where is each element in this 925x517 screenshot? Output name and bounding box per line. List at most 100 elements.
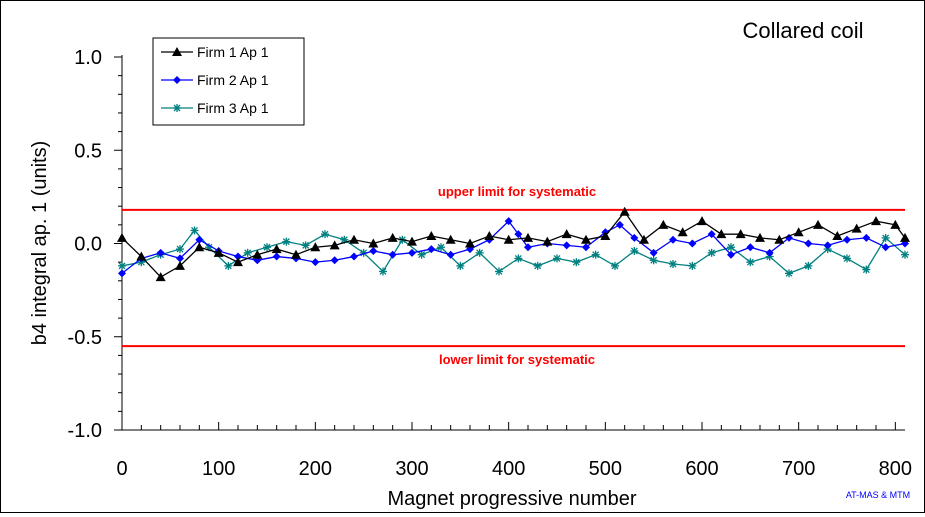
data-point	[437, 243, 445, 252]
series-3	[118, 226, 909, 278]
legend-marker	[172, 47, 182, 56]
data-point	[755, 232, 765, 242]
data-point	[669, 260, 677, 269]
data-point	[707, 230, 716, 239]
x-tick-label: 400	[492, 458, 525, 480]
data-point	[727, 250, 735, 259]
data-point	[456, 261, 465, 270]
data-point	[649, 256, 658, 265]
data-point	[503, 234, 514, 244]
data-point	[379, 267, 387, 276]
x-tick-label: 800	[879, 458, 912, 480]
data-point	[224, 261, 233, 270]
y-axis-label: b4 integral ap. 1 (units)	[29, 141, 51, 346]
data-point	[495, 267, 503, 276]
data-point	[658, 219, 669, 229]
data-point	[843, 235, 851, 244]
legend: Firm 1 Ap 1 Firm 2 Ap 1 Firm 3 Ap 1	[152, 37, 305, 126]
data-point	[350, 252, 358, 261]
data-point	[310, 242, 321, 252]
series-2	[118, 217, 909, 278]
data-point	[213, 247, 224, 257]
data-point	[727, 243, 735, 252]
y-tick-label: 0.0	[74, 234, 102, 256]
data-point	[408, 248, 416, 257]
data-point	[707, 248, 716, 257]
data-point	[514, 230, 523, 239]
data-point	[118, 269, 126, 278]
data-point	[533, 261, 542, 270]
data-point	[282, 237, 291, 246]
data-point	[649, 248, 658, 257]
x-tick-label: 300	[395, 458, 428, 480]
data-point	[176, 245, 184, 254]
data-point	[465, 238, 475, 248]
legend-label: Firm 2 Ap 1	[197, 72, 269, 88]
data-point	[514, 254, 523, 263]
x-tick-label: 100	[202, 458, 235, 480]
data-point	[484, 231, 495, 241]
data-point	[155, 272, 166, 282]
data-point	[746, 243, 755, 252]
data-point	[735, 229, 746, 239]
data-point	[387, 232, 398, 242]
data-point	[369, 246, 378, 255]
reference-line-label: lower limit for systematic	[439, 352, 595, 367]
reference-line-label: upper limit for systematic	[438, 184, 596, 199]
data-point	[271, 244, 282, 254]
data-point	[426, 231, 437, 241]
data-point	[881, 233, 890, 242]
data-point	[793, 227, 804, 237]
data-point	[581, 234, 591, 244]
data-point	[851, 223, 862, 233]
data-point	[321, 230, 329, 239]
legend-label: Firm 3 Ap 1	[197, 100, 269, 116]
data-point	[156, 248, 165, 257]
legend-marker	[173, 104, 181, 112]
series-line	[121, 210, 906, 278]
data-point	[746, 258, 755, 267]
series-line	[121, 229, 906, 275]
data-point	[823, 241, 832, 250]
data-point	[804, 239, 813, 248]
data-point	[311, 258, 320, 267]
data-point	[774, 234, 785, 244]
data-point	[118, 261, 126, 270]
data-point	[813, 219, 823, 229]
data-point	[881, 243, 890, 252]
data-point	[572, 258, 581, 267]
data-point	[871, 216, 881, 226]
series-layer	[117, 206, 910, 282]
x-tick-label: 600	[685, 458, 718, 480]
data-point	[591, 250, 600, 259]
data-point	[388, 250, 397, 259]
legend-marker	[173, 76, 181, 84]
data-point	[272, 252, 281, 261]
data-point	[553, 254, 561, 263]
chart-title: Collared coil	[742, 18, 863, 43]
data-point	[504, 217, 513, 226]
data-point	[349, 234, 359, 244]
data-point	[368, 238, 379, 248]
data-point	[862, 233, 871, 242]
data-point	[804, 261, 813, 270]
x-axis-label: Magnet progressive number	[387, 488, 636, 510]
data-point	[716, 229, 727, 239]
data-point	[194, 242, 205, 252]
data-point	[190, 226, 199, 235]
data-point	[697, 216, 707, 226]
credit-label: AT-MAS & MTM	[846, 490, 910, 500]
data-point	[900, 232, 910, 242]
data-point	[475, 248, 484, 257]
x-tick-label: 0	[116, 458, 127, 480]
y-tick-label: -0.5	[68, 327, 102, 349]
data-point	[677, 227, 688, 237]
data-point	[252, 249, 263, 259]
reference-lines: upper limit for systematic lower limit fo…	[122, 184, 905, 367]
data-point	[615, 220, 624, 229]
data-point	[862, 265, 871, 274]
series-1	[117, 206, 910, 282]
data-point	[901, 250, 909, 259]
